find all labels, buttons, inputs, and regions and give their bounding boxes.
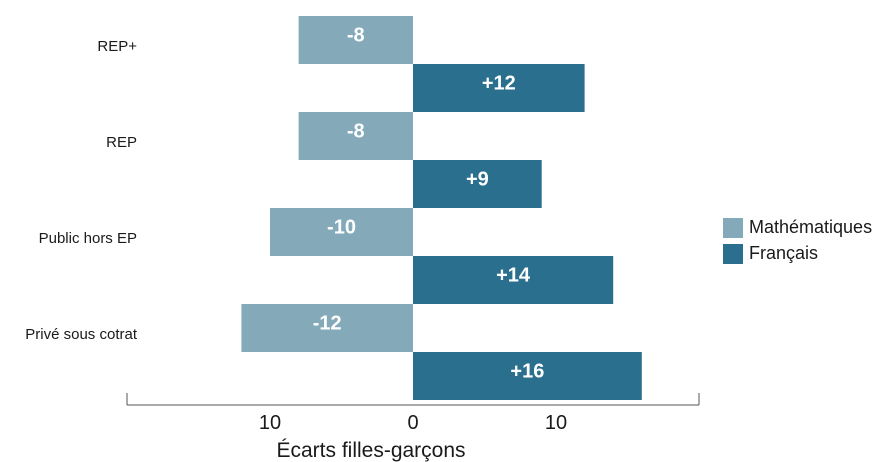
bar bbox=[413, 64, 585, 112]
bar bbox=[241, 304, 413, 352]
bar bbox=[413, 352, 642, 400]
data-label: -8 bbox=[347, 120, 365, 142]
data-label: -8 bbox=[347, 24, 365, 46]
data-label: -12 bbox=[313, 312, 342, 334]
category-label: REP+ bbox=[97, 38, 137, 55]
category-label: REP bbox=[106, 134, 137, 151]
category-labels: REP+ REP Public hors EP Privé sous cotrat bbox=[25, 38, 138, 343]
bar-labels: -8 +12 -8 +9 -10 +14 -12 +16 bbox=[313, 24, 545, 382]
bar bbox=[270, 208, 413, 256]
legend-label: Français bbox=[749, 243, 818, 263]
data-label: +14 bbox=[496, 264, 531, 286]
x-axis: 10 0 10 bbox=[126, 393, 700, 434]
legend: Mathématiques Français bbox=[723, 217, 872, 264]
bar bbox=[298, 112, 413, 160]
x-tick-label: 10 bbox=[259, 412, 281, 434]
data-label: +12 bbox=[482, 72, 516, 94]
bar bbox=[413, 160, 542, 208]
x-axis-title: Écarts filles-garçons bbox=[276, 439, 465, 462]
bar bbox=[413, 256, 614, 304]
x-tick-label: 10 bbox=[545, 412, 567, 434]
data-label: +16 bbox=[510, 360, 544, 382]
x-tick-label: 0 bbox=[407, 412, 418, 434]
bar bbox=[298, 16, 413, 64]
legend-swatch bbox=[723, 244, 743, 264]
data-label: -10 bbox=[327, 216, 356, 238]
category-label: Public hors EP bbox=[39, 230, 137, 247]
legend-swatch bbox=[723, 218, 743, 238]
bars bbox=[241, 16, 642, 400]
category-label: Privé sous cotrat bbox=[25, 326, 138, 343]
data-label: +9 bbox=[466, 168, 489, 190]
legend-label: Mathématiques bbox=[749, 217, 872, 237]
